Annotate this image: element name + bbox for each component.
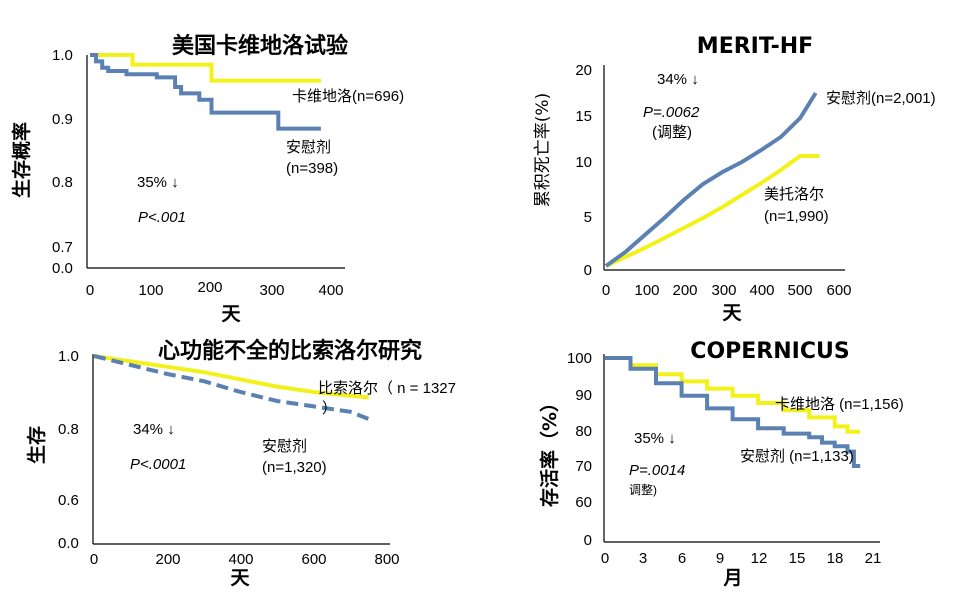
y-tick-label: 100 — [567, 350, 592, 367]
y-tick-label: 15 — [575, 108, 592, 125]
x-tick-label: 500 — [787, 282, 812, 299]
chart-title: COPERNICUS — [690, 339, 849, 364]
y-tick-label: 1.0 — [52, 47, 73, 64]
series-label: 安慰剂 — [286, 138, 331, 156]
chart-title: 心功能不全的比索洛尔研究 — [158, 338, 422, 364]
series-line-placebo — [604, 91, 818, 268]
x-tick-label: 200 — [155, 551, 180, 568]
x-tick-label: 100 — [138, 282, 163, 299]
p-value-annotation: P<.001 — [138, 209, 186, 226]
series-line-metoprolol — [605, 154, 820, 268]
x-tick-label: 400 — [318, 282, 343, 299]
series-label: (n=1,990) — [764, 208, 829, 225]
adjusted-annotation: 调整) — [629, 482, 657, 497]
x-axis-label: 天 — [221, 303, 241, 325]
reduction-annotation: 35% ↓ — [634, 430, 676, 447]
x-tick-label: 300 — [711, 282, 736, 299]
x-tick-label: 0 — [86, 282, 94, 299]
y-tick-label: 0.6 — [58, 492, 79, 509]
p-value-annotation: P=.0014 — [629, 462, 685, 479]
series-label: ） — [322, 400, 337, 417]
adjusted-annotation: (调整) — [652, 124, 692, 141]
y-axis-label: 存活率（%） — [538, 393, 561, 507]
x-tick-label: 0 — [601, 550, 609, 567]
x-tick-label: 200 — [672, 282, 697, 299]
series-label: 美托洛尔 — [764, 186, 824, 203]
y-tick-label: 0.8 — [52, 174, 73, 191]
x-tick-label: 15 — [789, 550, 806, 567]
x-tick-label: 18 — [827, 550, 844, 567]
series-line-placebo — [90, 53, 321, 131]
y-tick-label: 0 — [584, 262, 592, 279]
p-value-annotation: P=.0062 — [643, 104, 700, 121]
x-tick-label: 0 — [602, 282, 610, 299]
y-tick-label: 0.9 — [52, 111, 73, 128]
x-tick-label: 600 — [826, 282, 851, 299]
x-tick-label: 300 — [259, 282, 284, 299]
x-tick-label: 21 — [865, 550, 882, 567]
p-value-annotation: P<.0001 — [130, 456, 186, 473]
series-label: 安慰剂 — [262, 437, 307, 455]
panel-cibis: 心功能不全的比索洛尔研究 1.0 0.8 0.6 0.0 0 200 400 6… — [25, 338, 456, 589]
reduction-annotation: 34% ↓ — [133, 421, 175, 438]
series-line-placebo — [93, 354, 370, 421]
y-tick-label: 20 — [575, 62, 592, 79]
panel-merit-hf: MERIT-HF 20 15 10 5 0 0 100 200 300 400 … — [533, 34, 936, 324]
y-tick-label: 0 — [584, 532, 592, 549]
series-line-bisoprolol — [93, 354, 369, 400]
x-tick-label: 100 — [634, 282, 659, 299]
x-tick-label: 400 — [749, 282, 774, 299]
y-tick-label: 1.0 — [58, 348, 79, 365]
reduction-annotation: 35% ↓ — [137, 174, 179, 191]
x-axis-label: 天 — [230, 567, 250, 589]
y-tick-label: 70 — [575, 458, 592, 475]
y-tick-label: 0.8 — [58, 421, 79, 438]
x-tick-label: 6 — [678, 550, 686, 567]
series-label: (n=1,320) — [262, 459, 327, 476]
series-label: 安慰剂 (n=1,133) — [740, 447, 854, 465]
y-axis-label: 累积死亡率(%) — [533, 93, 553, 207]
y-tick-label: 60 — [575, 494, 592, 511]
series-label: 比索洛尔（ n = 1327 — [318, 380, 456, 397]
x-tick-label: 200 — [197, 279, 222, 296]
chart-title: 美国卡维地洛试验 — [172, 33, 348, 59]
x-axis-label: 天 — [722, 302, 742, 324]
y-tick-label: 0.0 — [58, 535, 79, 552]
reduction-annotation: 34% ↓ — [657, 71, 699, 88]
x-tick-label: 0 — [90, 551, 98, 568]
x-tick-label: 12 — [751, 550, 768, 567]
x-tick-label: 600 — [301, 551, 326, 568]
x-axis-label: 月 — [722, 567, 742, 589]
y-tick-label: 5 — [584, 209, 592, 226]
panel-copernicus: COPERNICUS 100 90 80 70 60 0 0 3 6 9 12 … — [538, 339, 904, 589]
x-tick-label: 800 — [374, 551, 399, 568]
series-line-placebo — [605, 356, 861, 468]
y-tick-label: 10 — [575, 154, 592, 171]
x-tick-label: 400 — [228, 551, 253, 568]
y-tick-label: 90 — [575, 387, 592, 404]
panel-us-carvedilol: 美国卡维地洛试验 1.0 0.9 0.8 0.7 0.0 0 100 200 3… — [10, 33, 404, 325]
x-tick-label: 3 — [639, 550, 647, 567]
series-label: 卡维地洛 (n=1,156) — [775, 396, 904, 413]
series-label: 卡维地洛(n=696) — [292, 88, 404, 105]
y-axis-label: 生存概率 — [10, 122, 33, 198]
series-label: (n=398) — [286, 160, 338, 177]
y-tick-label: 0.7 — [52, 239, 73, 256]
chart-title: MERIT-HF — [697, 34, 813, 59]
series-label: 安慰剂(n=2,001) — [826, 89, 936, 107]
y-tick-label: 80 — [575, 423, 592, 440]
series-line-carvedilol — [90, 53, 321, 83]
y-tick-label: 0.0 — [52, 260, 73, 277]
x-tick-label: 9 — [716, 550, 724, 567]
y-axis-label: 生存 — [25, 426, 48, 464]
